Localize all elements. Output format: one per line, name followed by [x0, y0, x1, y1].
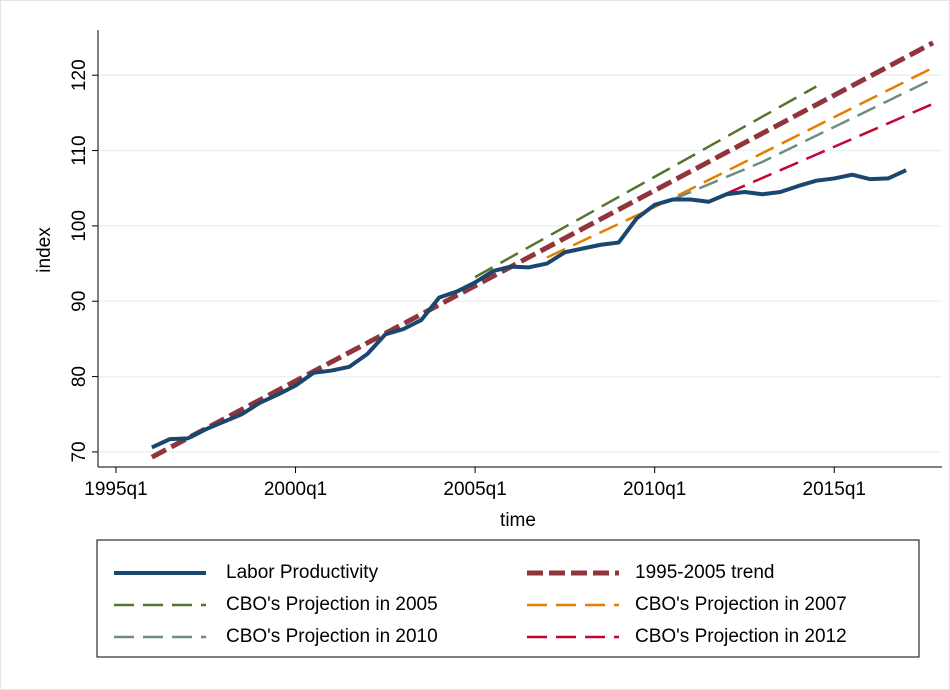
series-line: [151, 168, 907, 450]
y-tick-label: 80: [69, 366, 90, 387]
legend-label: CBO's Projection in 2005: [226, 594, 438, 615]
y-tick-label: 100: [69, 210, 90, 242]
x-tick-label: 2000q1: [264, 479, 327, 500]
y-tick-label: 110: [69, 135, 90, 165]
y-tick-label: 90: [69, 291, 90, 312]
legend-label: 1995-2005 trend: [635, 562, 774, 583]
series-line: [726, 102, 934, 195]
legend-box: [96, 539, 920, 658]
x-axis-label: time: [500, 510, 536, 531]
y-tick-label: 120: [69, 59, 90, 91]
legend-label: CBO's Projection in 2007: [635, 594, 847, 615]
series-line: [672, 77, 934, 201]
series-line: [150, 40, 935, 460]
x-tick-label: 2005q1: [443, 479, 506, 500]
legend-label: CBO's Projection in 2012: [635, 626, 847, 647]
y-axis-label: index: [34, 227, 55, 273]
x-tick-label: 2010q1: [623, 479, 686, 500]
x-tick-label: 1995q1: [84, 479, 147, 500]
series-line: [474, 85, 817, 279]
legend-label: Labor Productivity: [226, 562, 379, 583]
x-tick-label: 2015q1: [803, 479, 866, 500]
y-tick-label: 70: [69, 441, 90, 462]
legend-label: CBO's Projection in 2010: [226, 626, 438, 647]
